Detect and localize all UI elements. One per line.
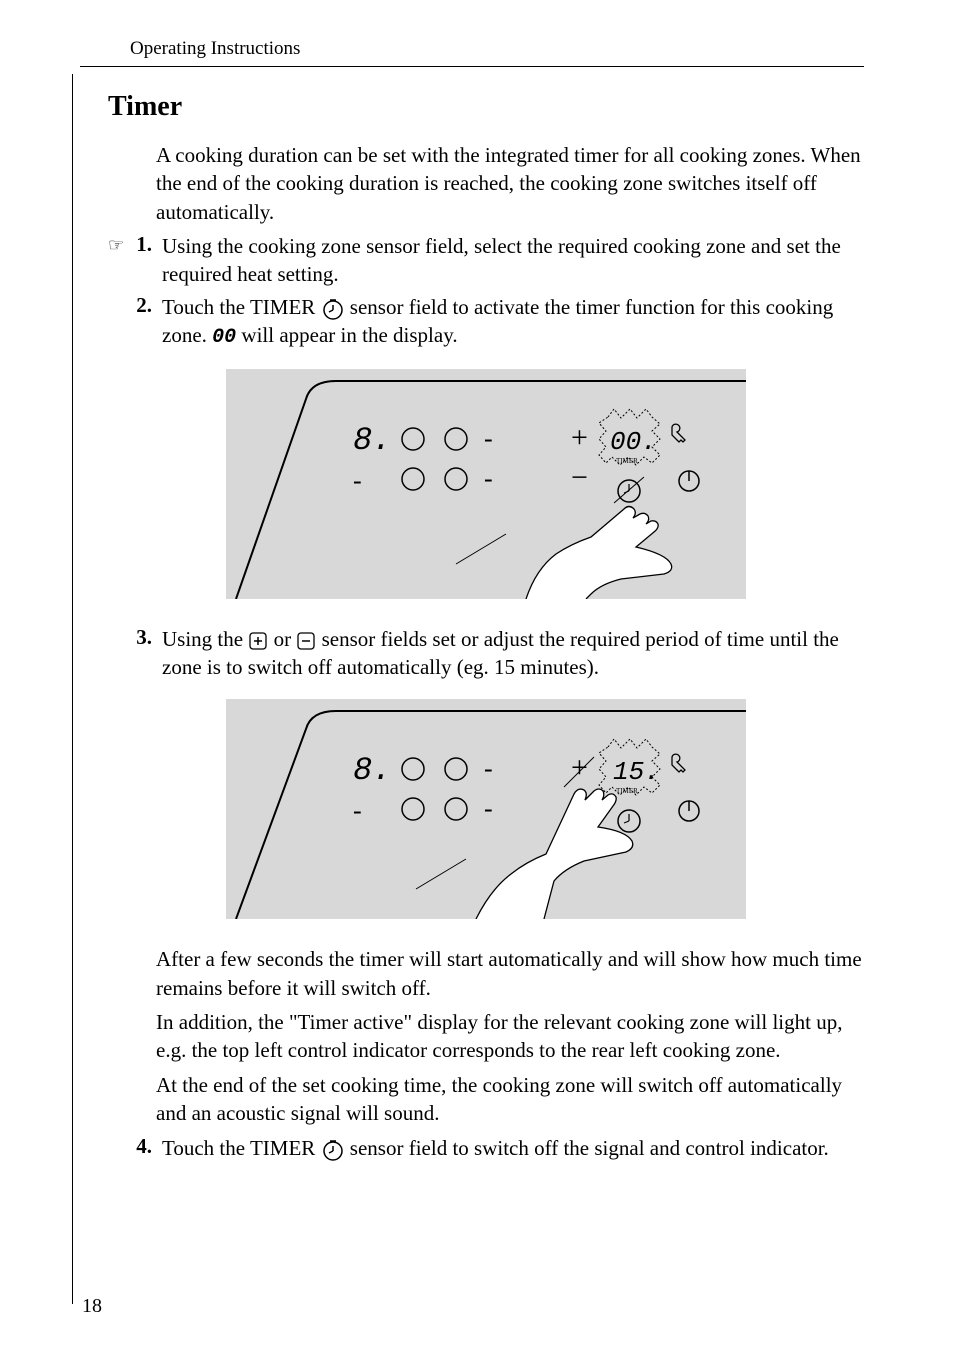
after-paragraph-3: At the end of the set cooking time, the … [156, 1071, 864, 1128]
svg-text:-: - [484, 754, 493, 783]
svg-text:TIMER: TIMER [616, 787, 638, 795]
step-number: 4. [128, 1134, 156, 1159]
svg-text:-: - [353, 796, 362, 825]
after-paragraph-2: In addition, the "Timer active" display … [156, 1008, 864, 1065]
step-text: Using the cooking zone sensor field, sel… [156, 232, 864, 289]
page-number: 18 [82, 1295, 102, 1318]
step-4: 4. Touch the TIMER sensor field to switc… [128, 1134, 864, 1162]
svg-text:+: + [571, 751, 588, 784]
display-00-icon: 00 [212, 324, 236, 351]
page-content: Operating Instructions Timer A cooking d… [0, 0, 954, 1162]
svg-text:-: - [484, 424, 493, 453]
diagram-1-container: 8. - - - + − 00. TIMER [108, 369, 864, 599]
vertical-rule [72, 74, 73, 1304]
header-text: Operating Instructions [130, 38, 300, 59]
cooktop-diagram-1: 8. - - - + − 00. TIMER [226, 369, 746, 599]
page-header: Operating Instructions [80, 38, 864, 67]
svg-text:-: - [353, 466, 362, 495]
svg-text:-: - [484, 794, 493, 823]
after-paragraph-1: After a few seconds the timer will start… [156, 945, 864, 1002]
svg-text:8.: 8. [353, 422, 391, 459]
diagram-2-container: 8. - - - + − 15. TIMER [108, 699, 864, 919]
step-1: ☞ 1. Using the cooking zone sensor field… [108, 232, 864, 289]
svg-text:TIMER: TIMER [616, 457, 638, 465]
svg-text:00.: 00. [610, 427, 657, 457]
cooktop-diagram-2: 8. - - - + − 15. TIMER [226, 699, 746, 919]
minus-box-icon [296, 631, 316, 651]
step-text: Touch the TIMER sensor field to switch o… [156, 1134, 864, 1162]
step-number: 3. [128, 625, 156, 650]
svg-text:−: − [571, 461, 588, 494]
timer-icon [321, 1138, 345, 1162]
step-text: Using the or sensor fields set or adjust… [156, 625, 864, 682]
step-3: 3. Using the or sensor fields set or adj… [128, 625, 864, 682]
section-title: Timer [108, 91, 864, 123]
step-number: 1. [128, 232, 156, 257]
step-2: 2. Touch the TIMER sensor field to activ… [128, 293, 864, 351]
svg-text:15.: 15. [613, 757, 660, 787]
svg-text:-: - [484, 464, 493, 493]
step-text: Touch the TIMER sensor field to activate… [156, 293, 864, 351]
intro-paragraph: A cooking duration can be set with the i… [156, 141, 864, 226]
svg-text:+: + [571, 421, 588, 454]
hand-pointer-icon: ☞ [108, 232, 128, 256]
svg-text:8.: 8. [353, 752, 391, 789]
timer-icon [321, 297, 345, 321]
plus-box-icon [248, 631, 268, 651]
step-number: 2. [128, 293, 156, 318]
